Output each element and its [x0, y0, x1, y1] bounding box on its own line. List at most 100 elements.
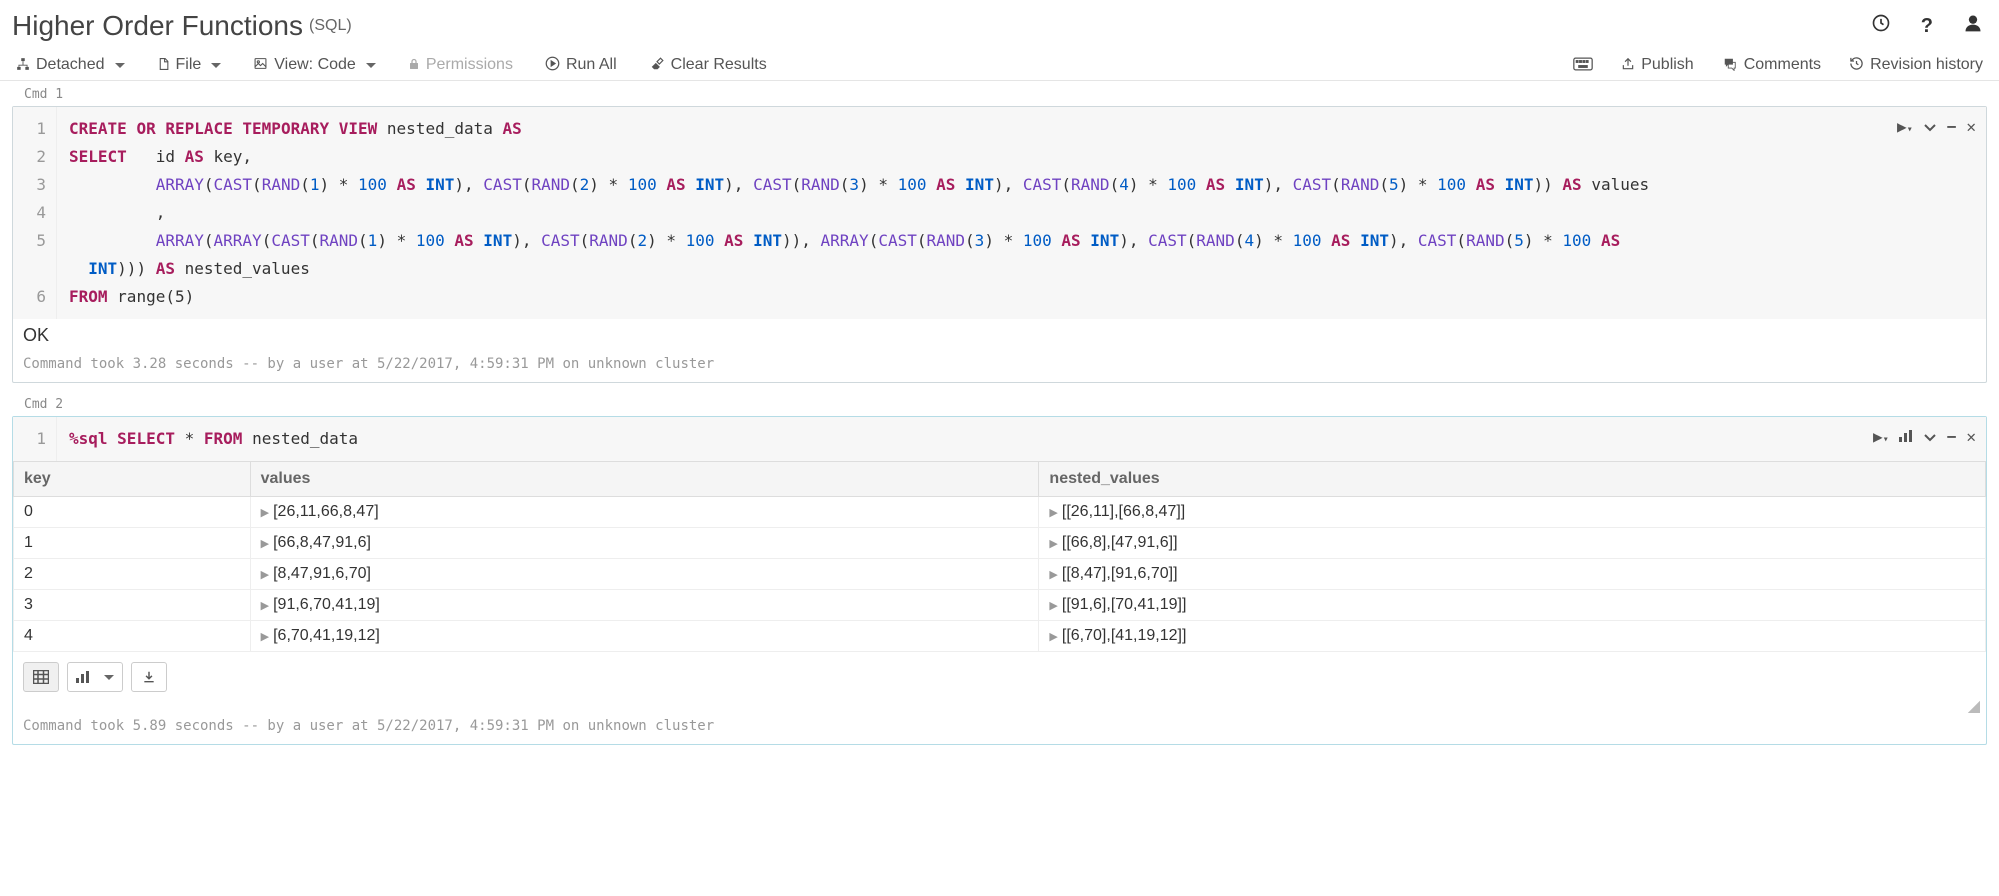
cell-2-code[interactable]: ▶▾ − ✕ 1 %sql SELECT * FROM nested_data — [13, 417, 1986, 461]
cell-nested[interactable]: ▶[[91,6],[70,41,19]] — [1039, 590, 1986, 621]
cell-1-code[interactable]: ▶▾ − ✕ 1 2 3 4 5 6 CREATE OR REPLACE TEM… — [13, 107, 1986, 319]
notebook-header: Higher Order Functions (SQL) ? — [0, 0, 1999, 50]
view-menu[interactable]: View: Code — [253, 56, 376, 74]
cell-key: 3 — [14, 590, 251, 621]
cmd1-label: Cmd 1 — [0, 81, 1999, 106]
table-row: 2▶[8,47,91,6,70]▶[[8,47],[91,6,70]] — [14, 559, 1986, 590]
revision-label: Revision history — [1870, 56, 1983, 74]
file-menu[interactable]: File — [157, 56, 222, 74]
expand-icon[interactable]: ▶ — [1049, 537, 1057, 550]
table-header-row: key values nested_values — [14, 462, 1986, 497]
cluster-label: Detached — [36, 56, 105, 74]
expand-icon[interactable]: ▶ — [261, 537, 269, 550]
expand-icon[interactable]: ▶ — [261, 599, 269, 612]
history-icon — [1849, 56, 1864, 74]
cell-2-gutter: 1 — [13, 417, 57, 461]
eraser-icon — [649, 57, 665, 74]
cell-2-code-content[interactable]: %sql SELECT * FROM nested_data — [57, 417, 1986, 461]
image-icon — [253, 57, 268, 73]
shortcuts-button[interactable] — [1573, 57, 1593, 74]
col-nested[interactable]: nested_values — [1039, 462, 1986, 497]
cell-values[interactable]: ▶[66,8,47,91,6] — [250, 528, 1039, 559]
col-key[interactable]: key — [14, 462, 251, 497]
cell-values[interactable]: ▶[6,70,41,19,12] — [250, 621, 1039, 652]
play-circle-icon — [545, 56, 560, 74]
expand-icon[interactable]: ▶ — [1049, 599, 1057, 612]
revision-button[interactable]: Revision history — [1849, 56, 1983, 74]
table-row: 0▶[26,11,66,8,47]▶[[26,11],[66,8,47]] — [14, 497, 1986, 528]
publish-label: Publish — [1641, 56, 1693, 74]
expand-icon[interactable]: ▶ — [1049, 630, 1057, 643]
clear-results-label: Clear Results — [671, 56, 767, 74]
keyboard-icon — [1573, 57, 1593, 74]
cell-nested[interactable]: ▶[[66,8],[47,91,6]] — [1039, 528, 1986, 559]
file-label: File — [176, 56, 202, 74]
run-all-button[interactable]: Run All — [545, 56, 617, 74]
chart-view-button[interactable] — [67, 662, 123, 692]
cell-2-actions: ▶▾ − ✕ — [1873, 423, 1976, 454]
code-line-5: ARRAY(ARRAY(CAST(RAND(1) * 100 AS INT), … — [69, 231, 1620, 278]
header-icons: ? — [1871, 12, 1983, 40]
permissions-label: Permissions — [426, 56, 513, 74]
run-cell-icon[interactable]: ▶▾ — [1873, 423, 1889, 454]
notebook-title: Higher Order Functions — [12, 10, 303, 42]
resize-handle[interactable]: ◢ — [13, 702, 1986, 714]
col-values[interactable]: values — [250, 462, 1039, 497]
minimize-cell-icon[interactable]: − — [1947, 423, 1957, 454]
cmd2-label: Cmd 2 — [0, 391, 1999, 416]
chart-cell-icon[interactable] — [1899, 423, 1913, 454]
cell-values[interactable]: ▶[26,11,66,8,47] — [250, 497, 1039, 528]
permissions-button: Permissions — [408, 56, 513, 74]
cell-2: ▶▾ − ✕ 1 %sql SELECT * FROM nested_data … — [12, 416, 1987, 745]
cell-1-result-meta: Command took 3.28 seconds -- by a user a… — [13, 352, 1986, 382]
table-view-button[interactable] — [23, 662, 59, 692]
close-cell-icon[interactable]: ✕ — [1966, 113, 1976, 144]
table-body: 0▶[26,11,66,8,47]▶[[26,11],[66,8,47]]1▶[… — [14, 497, 1986, 652]
cell-nested[interactable]: ▶[[6,70],[41,19,12]] — [1039, 621, 1986, 652]
chart-caret-icon — [104, 669, 114, 685]
cluster-menu[interactable]: Detached — [16, 56, 125, 74]
file-icon — [157, 57, 170, 74]
publish-button[interactable]: Publish — [1621, 56, 1693, 74]
result-table-wrap: key values nested_values 0▶[26,11,66,8,4… — [13, 461, 1986, 652]
close-cell-icon[interactable]: ✕ — [1966, 423, 1976, 454]
cell-2-result-meta: Command took 5.89 seconds -- by a user a… — [13, 714, 1986, 744]
expand-icon[interactable]: ▶ — [1049, 506, 1057, 519]
clear-results-button[interactable]: Clear Results — [649, 56, 767, 74]
help-icon[interactable]: ? — [1921, 15, 1933, 38]
cell-key: 2 — [14, 559, 251, 590]
cell-1-gutter: 1 2 3 4 5 6 — [13, 107, 57, 319]
cell-key: 0 — [14, 497, 251, 528]
minimize-cell-icon[interactable]: − — [1947, 113, 1957, 144]
table-row: 1▶[66,8,47,91,6]▶[[66,8],[47,91,6]] — [14, 528, 1986, 559]
view-label: View: Code — [274, 56, 356, 74]
cell-1: ▶▾ − ✕ 1 2 3 4 5 6 CREATE OR REPLACE TEM… — [12, 106, 1987, 383]
comments-button[interactable]: Comments — [1722, 56, 1821, 74]
expand-icon[interactable]: ▶ — [261, 506, 269, 519]
comments-label: Comments — [1744, 56, 1821, 74]
expand-icon[interactable]: ▶ — [261, 630, 269, 643]
cell-nested[interactable]: ▶[[26,11],[66,8,47]] — [1039, 497, 1986, 528]
sitemap-icon — [16, 57, 30, 74]
result-table: key values nested_values 0▶[26,11,66,8,4… — [13, 461, 1986, 652]
cell-nested[interactable]: ▶[[8,47],[91,6,70]] — [1039, 559, 1986, 590]
cell-1-result-ok: OK — [13, 319, 1986, 352]
share-icon — [1621, 57, 1635, 74]
cell-key: 4 — [14, 621, 251, 652]
expand-cell-icon[interactable] — [1923, 113, 1937, 144]
cell-key: 1 — [14, 528, 251, 559]
user-icon[interactable] — [1963, 12, 1983, 40]
cell-values[interactable]: ▶[91,6,70,41,19] — [250, 590, 1039, 621]
table-row: 4▶[6,70,41,19,12]▶[[6,70],[41,19,12]] — [14, 621, 1986, 652]
expand-icon[interactable]: ▶ — [1049, 568, 1057, 581]
download-button[interactable] — [131, 662, 167, 692]
cell-values[interactable]: ▶[8,47,91,6,70] — [250, 559, 1039, 590]
lock-icon — [408, 57, 420, 74]
expand-cell-icon[interactable] — [1923, 423, 1937, 454]
notebook-subtitle: (SQL) — [309, 17, 352, 35]
cell-1-code-content[interactable]: CREATE OR REPLACE TEMPORARY VIEW nested_… — [57, 107, 1986, 319]
cell-1-actions: ▶▾ − ✕ — [1897, 113, 1976, 144]
expand-icon[interactable]: ▶ — [261, 568, 269, 581]
schedule-icon[interactable] — [1871, 13, 1891, 39]
run-cell-icon[interactable]: ▶▾ — [1897, 113, 1913, 144]
